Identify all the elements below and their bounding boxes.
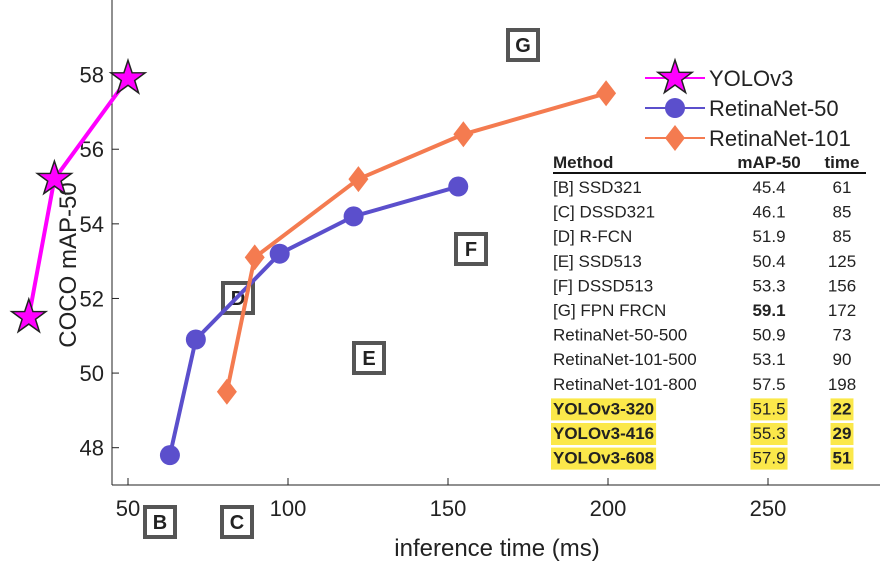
legend-marker [665,98,685,118]
point [269,243,290,264]
table-cell: 50.4 [752,252,785,271]
series-line [224,91,607,393]
table-cell: 22 [833,399,852,418]
table-header: mAP-50 [737,153,800,172]
table-cell: [C] DSSD321 [553,203,655,222]
table-cell: 51 [833,449,852,468]
y-axis-label: COCO mAP-50 [55,182,82,347]
legend-label: RetinaNet-50 [709,96,839,121]
y-tick-label: 48 [80,436,104,461]
annotation-box [143,505,177,539]
annotation: G [515,35,531,57]
highlight [551,447,657,470]
table-cell: 57.9 [752,449,785,468]
point [596,80,617,107]
point [244,244,265,271]
point [159,445,180,466]
table-cell: 45.4 [752,178,785,197]
table-cell: YOLOv3-608 [553,449,654,468]
annotation-box [352,341,386,375]
point [448,176,469,197]
table-cell: 73 [833,326,852,345]
annotation: F [465,239,477,261]
highlight [830,398,854,421]
point [343,206,364,227]
legend-marker [655,57,695,95]
table-cell: [B] SSD321 [553,178,642,197]
legend-entry: RetinaNet-50 [645,96,839,121]
legend-marker [665,125,685,151]
table-cell: 51.5 [752,399,785,418]
highlight [750,423,788,445]
x-tick-label: 200 [590,496,627,521]
table-cell: RetinaNet-101-500 [553,350,697,369]
table-cell: 29 [833,424,852,443]
highlight [551,423,657,445]
y-tick-label: 50 [80,361,104,386]
table-cell: RetinaNet-101-800 [553,375,697,394]
table-cell: 51.9 [752,227,785,246]
legend-entry: RetinaNet-101 [645,125,851,151]
x-tick-label: 250 [750,496,787,521]
table-cell: 50.9 [752,326,785,345]
table-header: Method [553,153,613,172]
y-tick-label: 54 [80,212,104,237]
legend-label: RetinaNet-101 [709,126,851,151]
table-cell: 46.1 [752,203,785,222]
legend-entry: YOLOv3 [645,57,793,95]
table: Method mAP-50 time [B] SSD321 45.4 61 [C] DSSD… [551,153,866,470]
point [185,329,206,350]
table-cell: YOLOv3-320 [553,399,654,418]
table-cell: 55.3 [752,424,785,443]
series-line [167,184,459,456]
table-cell: 59.1 [752,301,785,320]
point [108,57,148,95]
annotation-letters: B C D E F G [153,35,531,534]
table-header: time [825,153,860,172]
table-cell: 57.5 [752,375,785,394]
table-cell: 53.3 [752,276,785,295]
table-cell: RetinaNet-50-500 [553,326,687,345]
point [216,378,237,405]
table-cell: 53.1 [752,350,785,369]
table-cell: 61 [833,178,852,197]
annotation: B [153,512,167,534]
table-cell: YOLOv3-416 [553,424,654,443]
table-cell: 85 [833,203,852,222]
table-cell: [F] DSSD513 [553,276,653,295]
point [348,166,369,193]
annotation: E [362,348,375,370]
annotation-box [506,28,540,62]
table-cell: 198 [828,375,856,394]
table-cell: 85 [833,227,852,246]
highlight [750,447,788,470]
annotation-boxes [143,28,540,539]
point [35,158,74,196]
highlight [830,423,854,445]
table-cell: [E] SSD513 [553,252,642,271]
table-cell: 172 [828,301,856,320]
highlight [830,447,854,470]
highlight [750,398,788,421]
table-cell: 125 [828,252,856,271]
point [453,121,474,148]
x-tick-label: 50 [116,496,140,521]
highlight [551,398,657,421]
x-tick-label: 100 [270,496,307,521]
point [9,296,49,334]
y-tick-label: 58 [80,63,104,88]
annotation-box [454,232,488,266]
annotation: C [230,512,244,534]
annotation-box [220,505,254,539]
y-tick-label: 52 [80,286,104,311]
table-cell: [G] FPN FRCN [553,301,666,320]
table-cell: 156 [828,276,856,295]
legend-label: YOLOv3 [709,66,793,91]
table-cell: [D] R-FCN [553,227,632,246]
x-axis-label: inference time (ms) [394,535,599,562]
table-cell: 90 [833,350,852,369]
x-tick-label: 150 [430,496,467,521]
